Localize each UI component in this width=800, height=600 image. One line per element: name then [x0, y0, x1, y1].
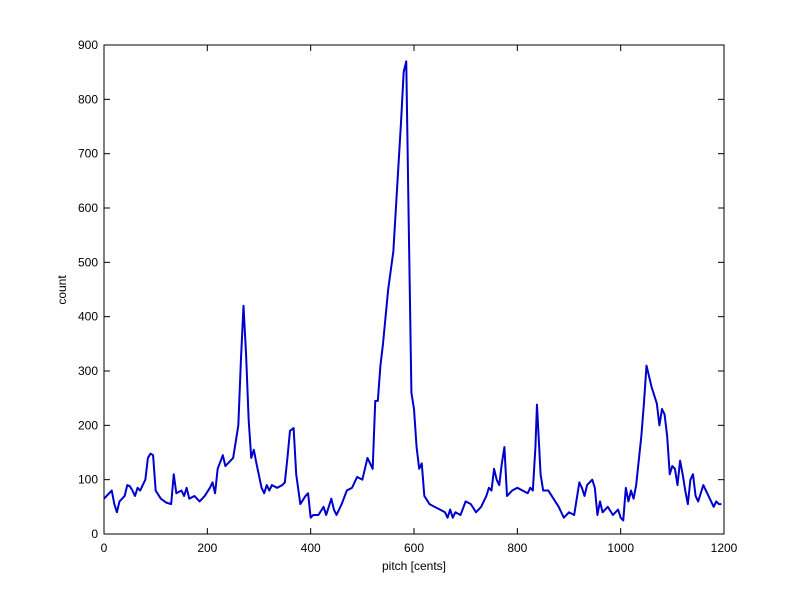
y-tick-label: 200	[78, 418, 98, 432]
y-tick-label: 500	[78, 255, 98, 269]
y-tick-label: 300	[78, 364, 98, 378]
y-tick-label: 0	[91, 527, 98, 541]
x-tick-label: 0	[101, 541, 108, 555]
y-axis-label: count	[55, 275, 69, 305]
x-tick-label: 200	[197, 541, 217, 555]
y-tick-label: 800	[78, 92, 98, 106]
x-axis-label: pitch [cents]	[382, 559, 446, 573]
y-tick-label: 900	[78, 38, 98, 52]
axes-box	[103, 44, 725, 535]
x-tick-label: 800	[507, 541, 527, 555]
y-tick-label: 700	[78, 147, 98, 161]
x-tick-label: 1200	[711, 541, 738, 555]
y-tick-label: 400	[78, 310, 98, 324]
y-tick-label: 600	[78, 201, 98, 215]
x-tick-label: 400	[301, 541, 321, 555]
x-tick-label: 600	[404, 541, 424, 555]
y-tick-label: 100	[78, 473, 98, 487]
data-line	[103, 60, 722, 522]
x-tick-label: 1000	[607, 541, 634, 555]
